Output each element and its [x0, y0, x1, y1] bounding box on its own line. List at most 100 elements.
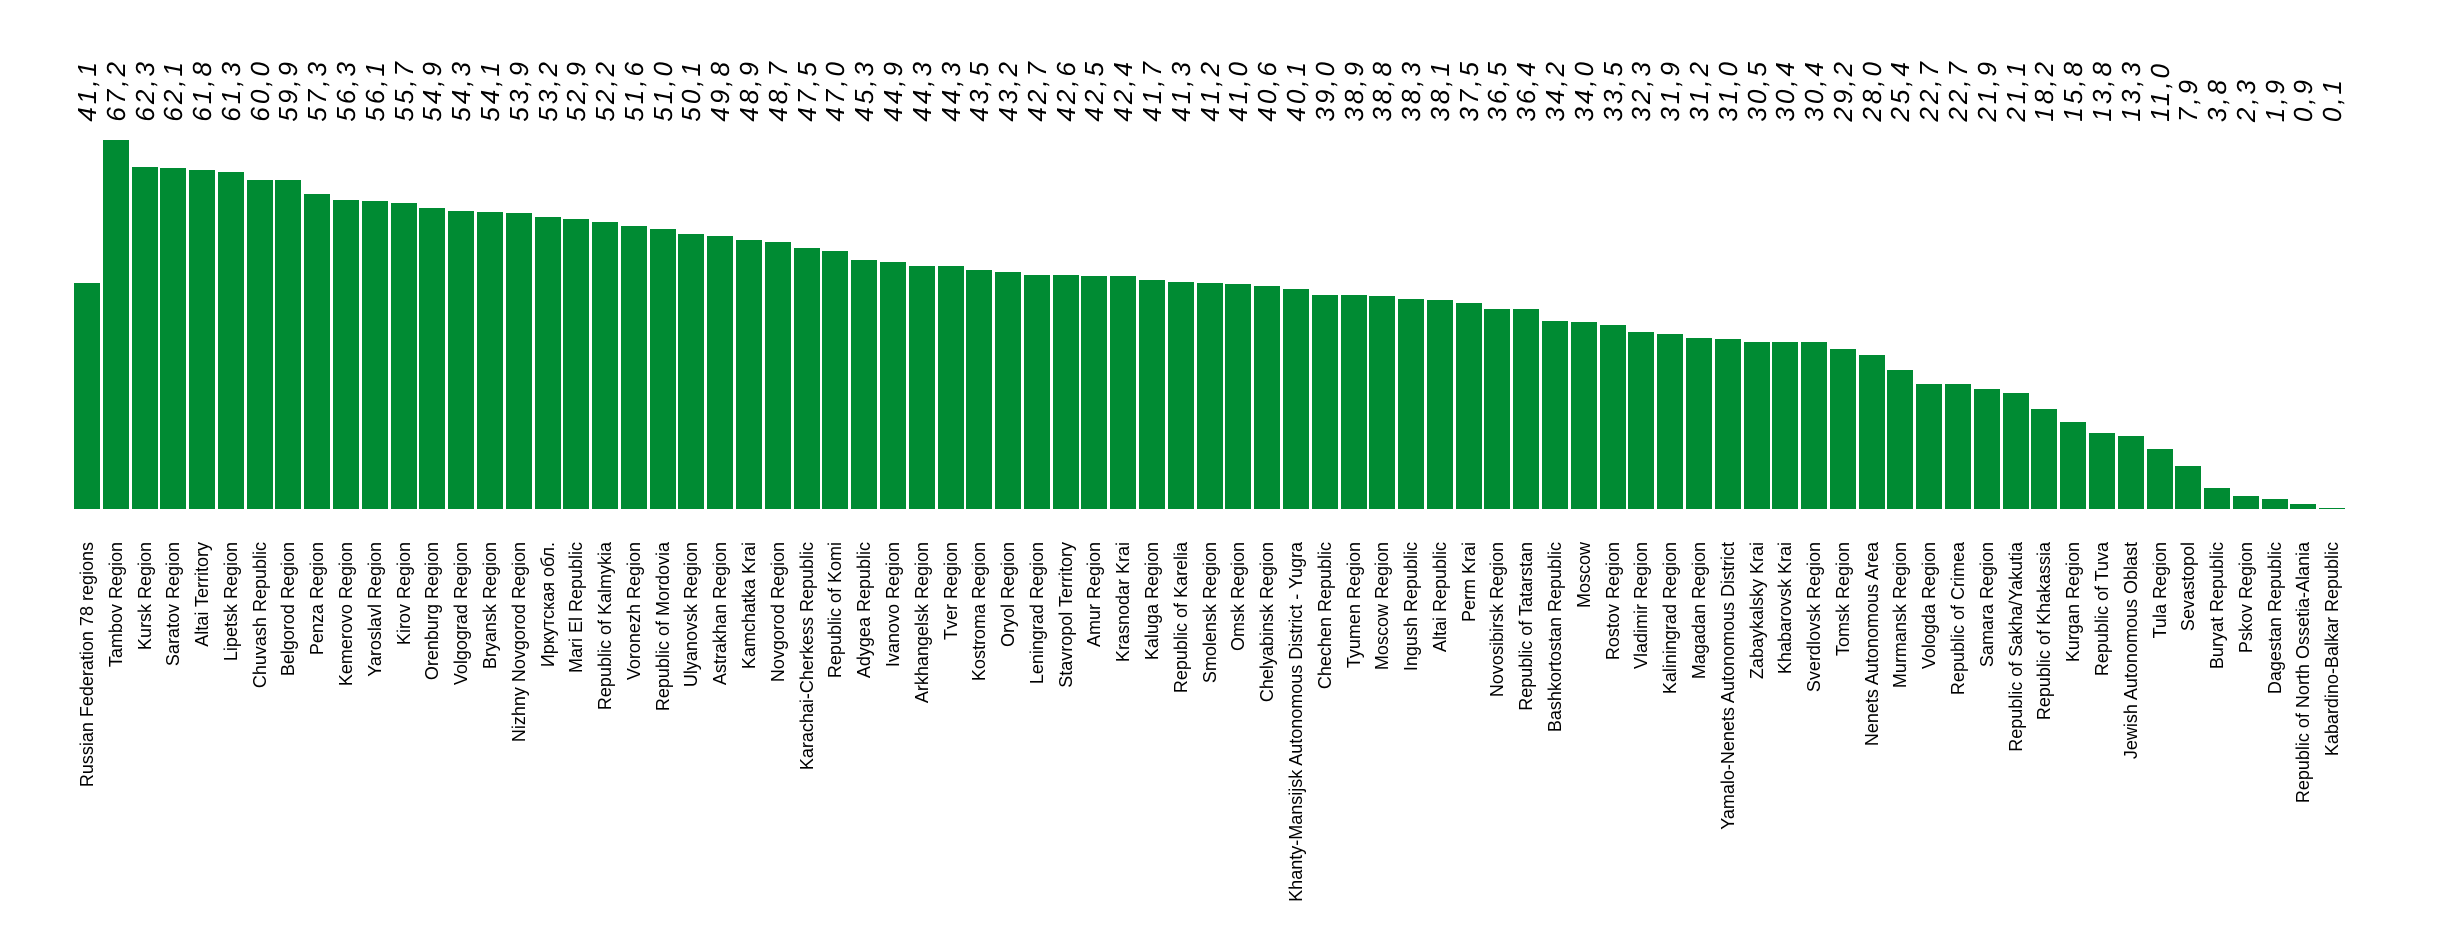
bar-category-label: Murmansk Region	[1890, 542, 1911, 689]
axis-gap	[419, 509, 445, 542]
plot-cell	[131, 138, 158, 509]
bar-category-label: Leningrad Region	[1026, 542, 1047, 685]
bar-column: 22,7 Vologda Region	[1914, 0, 1944, 925]
category-label-cell: Moscow Region	[1369, 542, 1395, 925]
bar-value-label: 47,5	[791, 59, 822, 122]
value-label-cell: 54,3	[446, 0, 476, 138]
bar-value-label: 53,2	[532, 59, 563, 122]
axis-gap	[304, 509, 330, 542]
value-label-cell: 41,0	[1223, 0, 1254, 138]
bar-column: 67,2 Tambov Region	[101, 0, 131, 925]
bar-value-label: 61,8	[187, 59, 218, 122]
bar	[419, 208, 446, 509]
plot-cell	[793, 138, 820, 509]
bar	[563, 219, 590, 509]
category-label-cell: Voronezh Region	[621, 542, 647, 925]
category-label-cell: Amur Region	[1081, 542, 1107, 925]
bar-category-label: Tambov Region	[105, 542, 126, 668]
plot-cell	[1599, 138, 1626, 509]
axis-gap	[1887, 509, 1913, 542]
bar-category-label: Bashkortostan Republic	[1545, 542, 1566, 733]
bar	[649, 229, 676, 509]
bar-category-label: Stavropol Territory	[1055, 542, 1076, 688]
bar	[1225, 284, 1252, 509]
plot-cell	[1887, 138, 1914, 509]
bar-column: 57,3 Penza Region	[302, 0, 332, 925]
bar-value-label: 40,1	[1280, 59, 1311, 122]
axis-gap	[1830, 509, 1856, 542]
bar	[1369, 296, 1396, 509]
bar-category-label: Amur Region	[1084, 542, 1105, 648]
bar	[1858, 355, 1885, 509]
bar-column: 0,1 Kabardino-Balkar Republic	[2317, 0, 2347, 925]
bar	[1513, 309, 1540, 509]
bar-category-label: Karachai-Cherkess Republic	[796, 542, 817, 771]
value-label-cell: 31,9	[1655, 0, 1685, 138]
axis-gap	[1542, 509, 1568, 542]
bar-value-label: 41,7	[1137, 59, 1168, 122]
bar-column: 44,3 Arkhangelsk Region	[907, 0, 937, 925]
bar	[2088, 433, 2115, 509]
bar-category-label: Kabardino-Balkar Republic	[2322, 542, 2343, 757]
category-label-cell: Yaroslavl Region	[362, 542, 388, 925]
plot-cell	[2002, 138, 2029, 509]
axis-gap	[1341, 509, 1367, 542]
bar	[275, 180, 302, 509]
bar	[2060, 422, 2087, 509]
bar-value-label: 43,5	[964, 59, 995, 122]
bar	[1945, 384, 1971, 509]
bar-column: 47,0 Republic of Komi	[820, 0, 850, 925]
plot-cell	[1110, 138, 1137, 509]
bar-value-label: 37,5	[1453, 59, 1484, 122]
bar-column: 56,1 Yaroslavl Region	[360, 0, 390, 925]
bar	[1599, 325, 1626, 509]
axis-gap	[1772, 509, 1798, 542]
bar-value-label: 54,9	[417, 59, 448, 122]
plot-cell	[1657, 138, 1684, 509]
value-label-cell: 0,9	[2288, 0, 2319, 138]
bar-column: 1,9 Dagestan Republic	[2260, 0, 2290, 925]
axis-gap	[2319, 509, 2345, 542]
category-label-cell: Republic of Tuva	[2089, 542, 2115, 925]
bar-category-label: Chechen Republic	[1314, 542, 1335, 690]
axis-gap	[650, 509, 676, 542]
plot-cell	[275, 138, 302, 509]
axis-gap	[1312, 509, 1338, 542]
value-label-cell: 36,4	[1511, 0, 1541, 138]
bar-category-label: Russian Federation 78 regions	[77, 542, 97, 788]
bar-value-label: 56,3	[331, 59, 362, 122]
axis-gap	[1801, 509, 1827, 542]
bar-category-label: Republic of Khakassia	[2034, 542, 2055, 721]
value-label-cell: 28,0	[1857, 0, 1887, 138]
axis-gap	[1024, 509, 1050, 542]
bar-column: 32,3 Vladimir Region	[1626, 0, 1656, 925]
value-label-cell: 0,1	[2317, 0, 2347, 138]
bar-value-label: 55,7	[388, 59, 419, 122]
plot-cell	[2060, 138, 2087, 509]
bar-column: 51,0 Republic of Mordovia	[648, 0, 678, 925]
bar-category-label: Republic of Komi	[825, 542, 846, 679]
value-label-cell: 38,9	[1339, 0, 1369, 138]
value-label-cell: 53,2	[532, 0, 563, 138]
category-label-cell: Karachai-Cherkess Republic	[794, 542, 820, 925]
bar	[246, 180, 273, 509]
bar-column: 44,3 Tver Region	[936, 0, 966, 925]
bar-value-label: 44,9	[877, 59, 908, 122]
category-label-cell: Arkhangelsk Region	[909, 542, 935, 925]
category-label-cell: Orenburg Region	[419, 542, 445, 925]
bar	[822, 251, 849, 509]
plot-cell	[678, 138, 705, 509]
bar-column: 15,8 Kurgan Region	[2058, 0, 2088, 925]
bar-value-label: 44,3	[935, 59, 966, 122]
axis-gap	[1139, 509, 1165, 542]
bar-category-label: Omsk Region	[1228, 542, 1249, 652]
bar-column: 18,2 Republic of Khakassia	[2029, 0, 2059, 925]
bar	[448, 211, 475, 509]
bar-category-label: Chelyabinsk Region	[1257, 542, 1278, 703]
bar-column: 48,9 Kamchatka Krai	[734, 0, 764, 925]
bar-category-label: Novgorod Region	[767, 542, 788, 683]
axis-gap	[851, 509, 877, 542]
bar-value-label: 41,0	[1223, 59, 1254, 122]
category-label-cell: Vladimir Region	[1628, 542, 1654, 925]
bar-value-label: 0,9	[2288, 76, 2319, 122]
